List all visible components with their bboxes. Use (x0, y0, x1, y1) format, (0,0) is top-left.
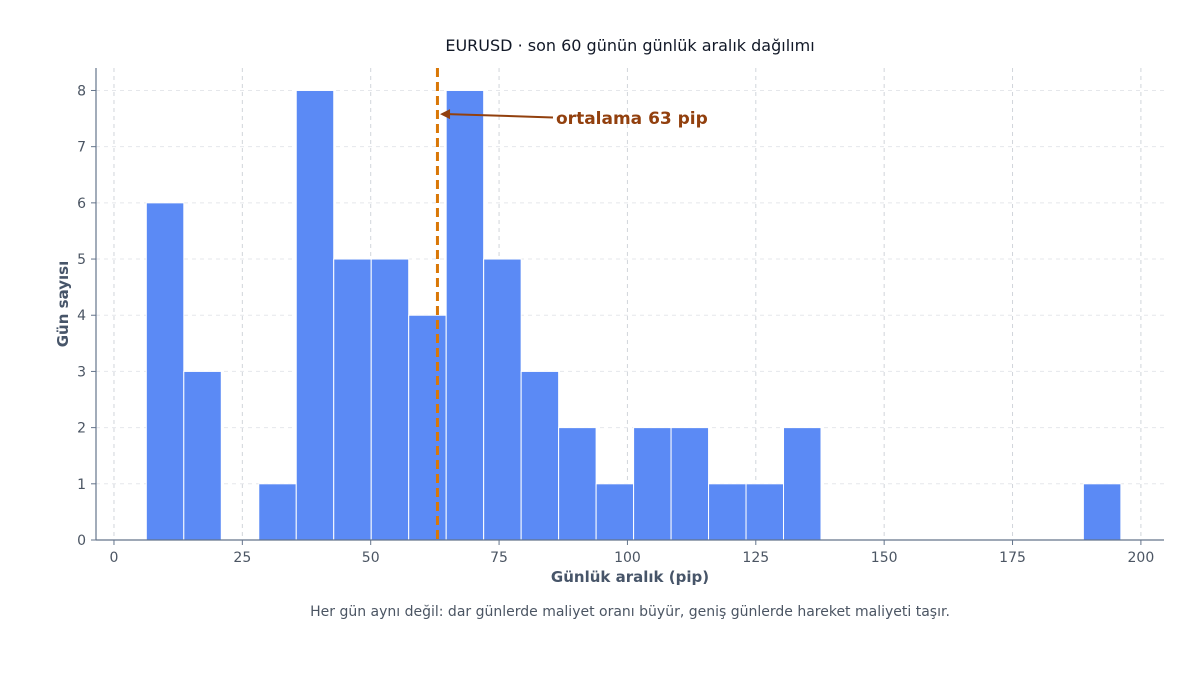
x-tick-label: 50 (362, 550, 380, 566)
x-tick-label: 125 (742, 550, 769, 566)
y-axis-label: Gün sayısı (54, 261, 72, 347)
histogram-bar-15 (708, 483, 747, 541)
x-tick-label: 200 (1128, 550, 1155, 566)
ticks-layer: 0 25 50 75 100 125 150 175 200 0 1 2 3 4 5 6 7 8 (77, 83, 1154, 566)
histogram-bar-0 (145, 202, 185, 541)
mean-layer (435, 68, 554, 540)
histogram-bar-4 (295, 89, 335, 541)
histogram-bar-8 (445, 89, 485, 541)
histogram-bar-10 (520, 370, 560, 541)
histogram-bar-14 (670, 427, 710, 541)
chart-caption: Her gün aynı değil: dar günlerde maliyet… (310, 604, 950, 620)
histogram-bar-1 (183, 370, 222, 541)
x-tick-label: 150 (871, 550, 898, 566)
bars-layer (145, 89, 1122, 541)
histogram-bar-12 (595, 483, 635, 541)
y-tick-label: 2 (77, 421, 86, 437)
histogram-bar-7 (408, 314, 447, 541)
y-tick-label: 0 (77, 533, 86, 549)
histogram-bar-5 (333, 258, 372, 541)
histogram-bar-9 (483, 258, 522, 541)
x-tick-label: 25 (233, 550, 251, 566)
histogram-bar-6 (370, 258, 410, 541)
axes-layer (95, 68, 1164, 541)
y-tick-label: 4 (77, 308, 86, 324)
histogram-bar-16 (745, 483, 785, 541)
y-tick-label: 1 (77, 477, 86, 493)
histogram-bar-17 (783, 427, 822, 541)
mean-annotation-arrow (447, 113, 554, 119)
histogram-bar-13 (633, 427, 672, 541)
chart-title: EURUSD · son 60 günün günlük aralık dağı… (445, 36, 814, 55)
x-axis-label: Günlük aralık (pip) (551, 568, 709, 586)
y-tick-label: 3 (77, 364, 86, 380)
x-tick-label: 75 (490, 550, 508, 566)
histogram-bar-25 (1082, 483, 1122, 541)
y-tick-label: 8 (77, 83, 86, 99)
histogram-bar-11 (558, 427, 597, 541)
x-tick-label: 175 (999, 550, 1026, 566)
mean-annotation-label: ortalama 63 pip (556, 109, 708, 129)
y-tick-label: 7 (77, 140, 86, 156)
y-tick-label: 5 (77, 252, 86, 268)
x-tick-label: 100 (614, 550, 641, 566)
y-tick-label: 6 (77, 196, 86, 212)
mean-annotation-arrowhead (440, 109, 451, 120)
histogram-bar-3 (258, 483, 297, 541)
x-tick-label: 0 (110, 550, 119, 566)
grid-layer (96, 68, 1164, 540)
